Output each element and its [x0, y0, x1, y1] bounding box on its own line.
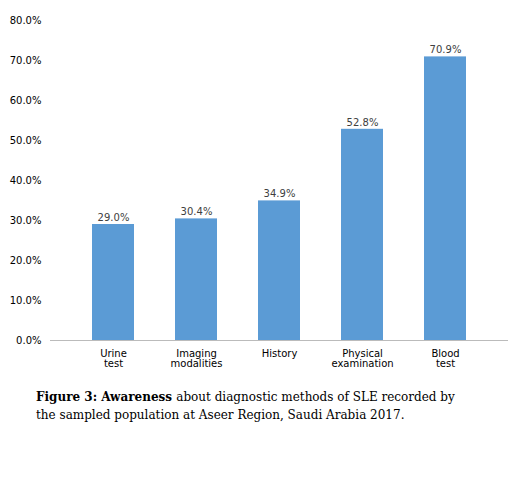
svg-text:30.4%: 30.4% [181, 206, 213, 217]
svg-text:80.0%: 80.0% [10, 15, 42, 26]
svg-text:70.9%: 70.9% [430, 44, 462, 55]
svg-text:0.0%: 0.0% [16, 335, 41, 346]
svg-text:52.8%: 52.8% [347, 117, 379, 128]
svg-text:70.0%: 70.0% [10, 55, 42, 66]
svg-text:Bloodtest: Bloodtest [431, 348, 459, 369]
html-text:Figure 3: Awareness about diag: Figure 3: Awareness about diagnostic met… [36, 390, 455, 422]
svg-text:50.0%: 50.0% [10, 135, 42, 146]
svg-text:Imagingmodalities: Imagingmodalities [171, 348, 223, 369]
svg-text:29.0%: 29.0% [98, 212, 130, 223]
svg-text:History: History [262, 348, 298, 359]
svg-text:10.0%: 10.0% [10, 295, 42, 306]
svg-text:40.0%: 40.0% [10, 175, 42, 186]
svg-text:Urinetest: Urinetest [100, 348, 127, 369]
svg-text:34.9%: 34.9% [264, 188, 296, 199]
svg-text:60.0%: 60.0% [10, 95, 42, 106]
svg-text:Physicalexamination: Physicalexamination [331, 348, 393, 369]
svg-text:20.0%: 20.0% [10, 255, 42, 266]
svg-text:30.0%: 30.0% [10, 215, 42, 226]
